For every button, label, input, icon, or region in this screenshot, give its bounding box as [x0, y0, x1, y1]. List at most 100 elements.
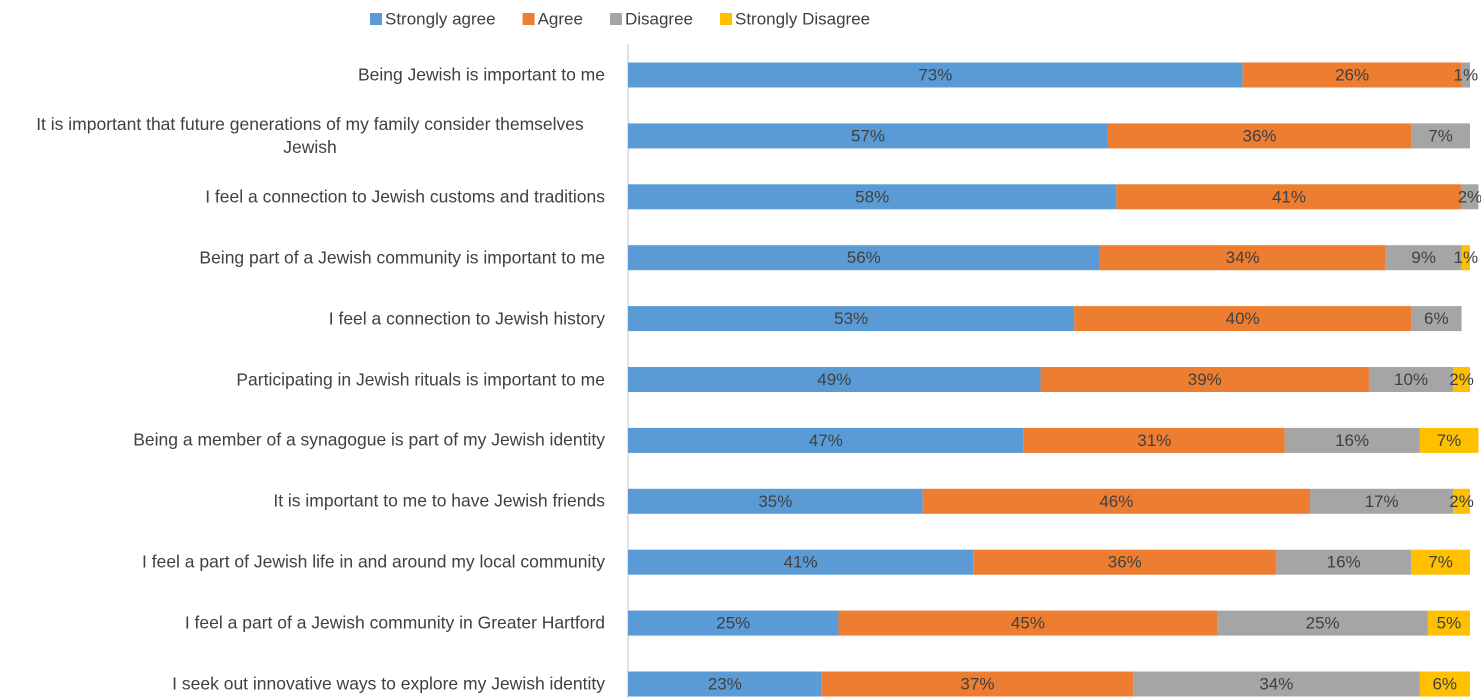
- data-label: 16%: [1327, 553, 1361, 572]
- data-label: 5%: [1437, 614, 1462, 633]
- data-label: 25%: [716, 614, 750, 633]
- category-label: Being Jewish is important to me: [357, 64, 605, 85]
- data-label: 45%: [1011, 614, 1045, 633]
- bar-segment: [1419, 671, 1470, 697]
- data-label: 1%: [1454, 65, 1479, 84]
- bar-segment: [628, 306, 1075, 332]
- bar-segment: [628, 488, 923, 514]
- bar-segment: [1453, 367, 1470, 392]
- bar-segment: [1099, 245, 1386, 271]
- data-label: 37%: [960, 674, 994, 693]
- bar-segment: [1419, 427, 1479, 453]
- bar-segment: [628, 549, 974, 575]
- data-label: 16%: [1335, 431, 1369, 450]
- data-label: 36%: [1108, 553, 1142, 572]
- category-label: I seek out innovative ways to explore my…: [172, 673, 605, 694]
- data-label: 73%: [918, 65, 952, 84]
- data-label: 34%: [1226, 248, 1260, 267]
- bar-segment: [1453, 488, 1470, 514]
- data-label: 41%: [784, 553, 818, 572]
- data-label: 25%: [1306, 614, 1340, 633]
- bar-segment: [628, 123, 1108, 149]
- bar-segment: [1284, 427, 1420, 453]
- bar-segment: [973, 549, 1277, 575]
- bar-segment: [1411, 549, 1470, 575]
- bar-segment: [821, 671, 1134, 697]
- bar-segment: [1023, 427, 1285, 453]
- data-label: 39%: [1188, 370, 1222, 389]
- bar-segment: [1461, 62, 1470, 88]
- bar-segment: [628, 427, 1024, 453]
- legend-label: Strongly Disagree: [735, 9, 870, 28]
- legend-label: Agree: [538, 9, 583, 28]
- bar-segment: [628, 62, 1243, 88]
- bar-segment: [1427, 610, 1470, 636]
- data-label: 56%: [847, 248, 881, 267]
- bar-segment: [1040, 367, 1369, 392]
- data-label: 17%: [1365, 492, 1399, 511]
- bar-segment: [1461, 184, 1479, 210]
- data-label: 7%: [1428, 553, 1453, 572]
- data-label: 41%: [1272, 187, 1306, 206]
- data-label: 9%: [1411, 248, 1436, 267]
- data-label: 53%: [834, 309, 868, 328]
- legend-label: Disagree: [625, 9, 693, 28]
- data-label: 36%: [1242, 126, 1276, 145]
- bar-segment: [1133, 671, 1420, 697]
- data-label: 35%: [758, 492, 792, 511]
- bar-segment: [1074, 306, 1412, 332]
- data-label: 2%: [1449, 370, 1474, 389]
- legend-swatch: [720, 13, 732, 25]
- bar-segment: [1276, 549, 1412, 575]
- data-label: 40%: [1226, 309, 1260, 328]
- data-label: 46%: [1099, 492, 1133, 511]
- bar-segment: [1217, 610, 1428, 636]
- bar-segment: [1461, 245, 1470, 271]
- category-label: I feel a part of a Jewish community in G…: [184, 612, 605, 633]
- data-label: 23%: [708, 674, 742, 693]
- bar-segment: [628, 610, 839, 636]
- data-label: 7%: [1428, 126, 1453, 145]
- data-label: 7%: [1437, 431, 1462, 450]
- bar-segment: [1242, 62, 1462, 88]
- legend-label: Strongly agree: [385, 9, 496, 28]
- data-label: 34%: [1259, 674, 1293, 693]
- bar-segment: [1411, 123, 1470, 149]
- category-label: I feel a connection to Jewish history: [328, 308, 605, 329]
- legend-swatch: [522, 13, 535, 25]
- bar-segment: [922, 488, 1311, 514]
- category-label: It is important to me to have Jewish fri…: [273, 490, 605, 511]
- bar-segment: [1310, 488, 1454, 514]
- data-label: 58%: [855, 187, 889, 206]
- category-label: It is important that future generations …: [36, 113, 584, 157]
- bar-segment: [628, 245, 1100, 271]
- bar-segment: [1116, 184, 1462, 210]
- bar-segment: [628, 671, 822, 697]
- bar-segment: [628, 184, 1117, 210]
- data-label: 49%: [817, 370, 851, 389]
- data-label: 2%: [1458, 187, 1481, 206]
- legend-swatch: [609, 13, 622, 25]
- bar-segment: [1411, 306, 1462, 332]
- category-label: I feel a part of Jewish life in and arou…: [142, 551, 605, 572]
- bar-segment: [628, 367, 1041, 392]
- data-label: 2%: [1449, 492, 1474, 511]
- data-label: 26%: [1335, 65, 1369, 84]
- legend-swatch: [370, 13, 382, 25]
- data-label: 10%: [1394, 370, 1428, 389]
- bar-segment: [838, 610, 1218, 636]
- category-label: Being part of a Jewish community is impo…: [199, 247, 605, 268]
- bar-segment: [1385, 245, 1462, 271]
- data-label: 31%: [1137, 431, 1171, 450]
- category-label: I feel a connection to Jewish customs an…: [205, 186, 605, 207]
- data-label: 47%: [809, 431, 843, 450]
- data-label: 57%: [851, 126, 885, 145]
- category-label: Participating in Jewish rituals is impor…: [236, 369, 605, 389]
- data-label: 6%: [1424, 309, 1449, 328]
- bar-segment: [1368, 367, 1454, 392]
- data-label: 1%: [1454, 248, 1479, 267]
- category-label: Being a member of a synagogue is part of…: [133, 429, 605, 450]
- bar-segment: [1107, 123, 1412, 149]
